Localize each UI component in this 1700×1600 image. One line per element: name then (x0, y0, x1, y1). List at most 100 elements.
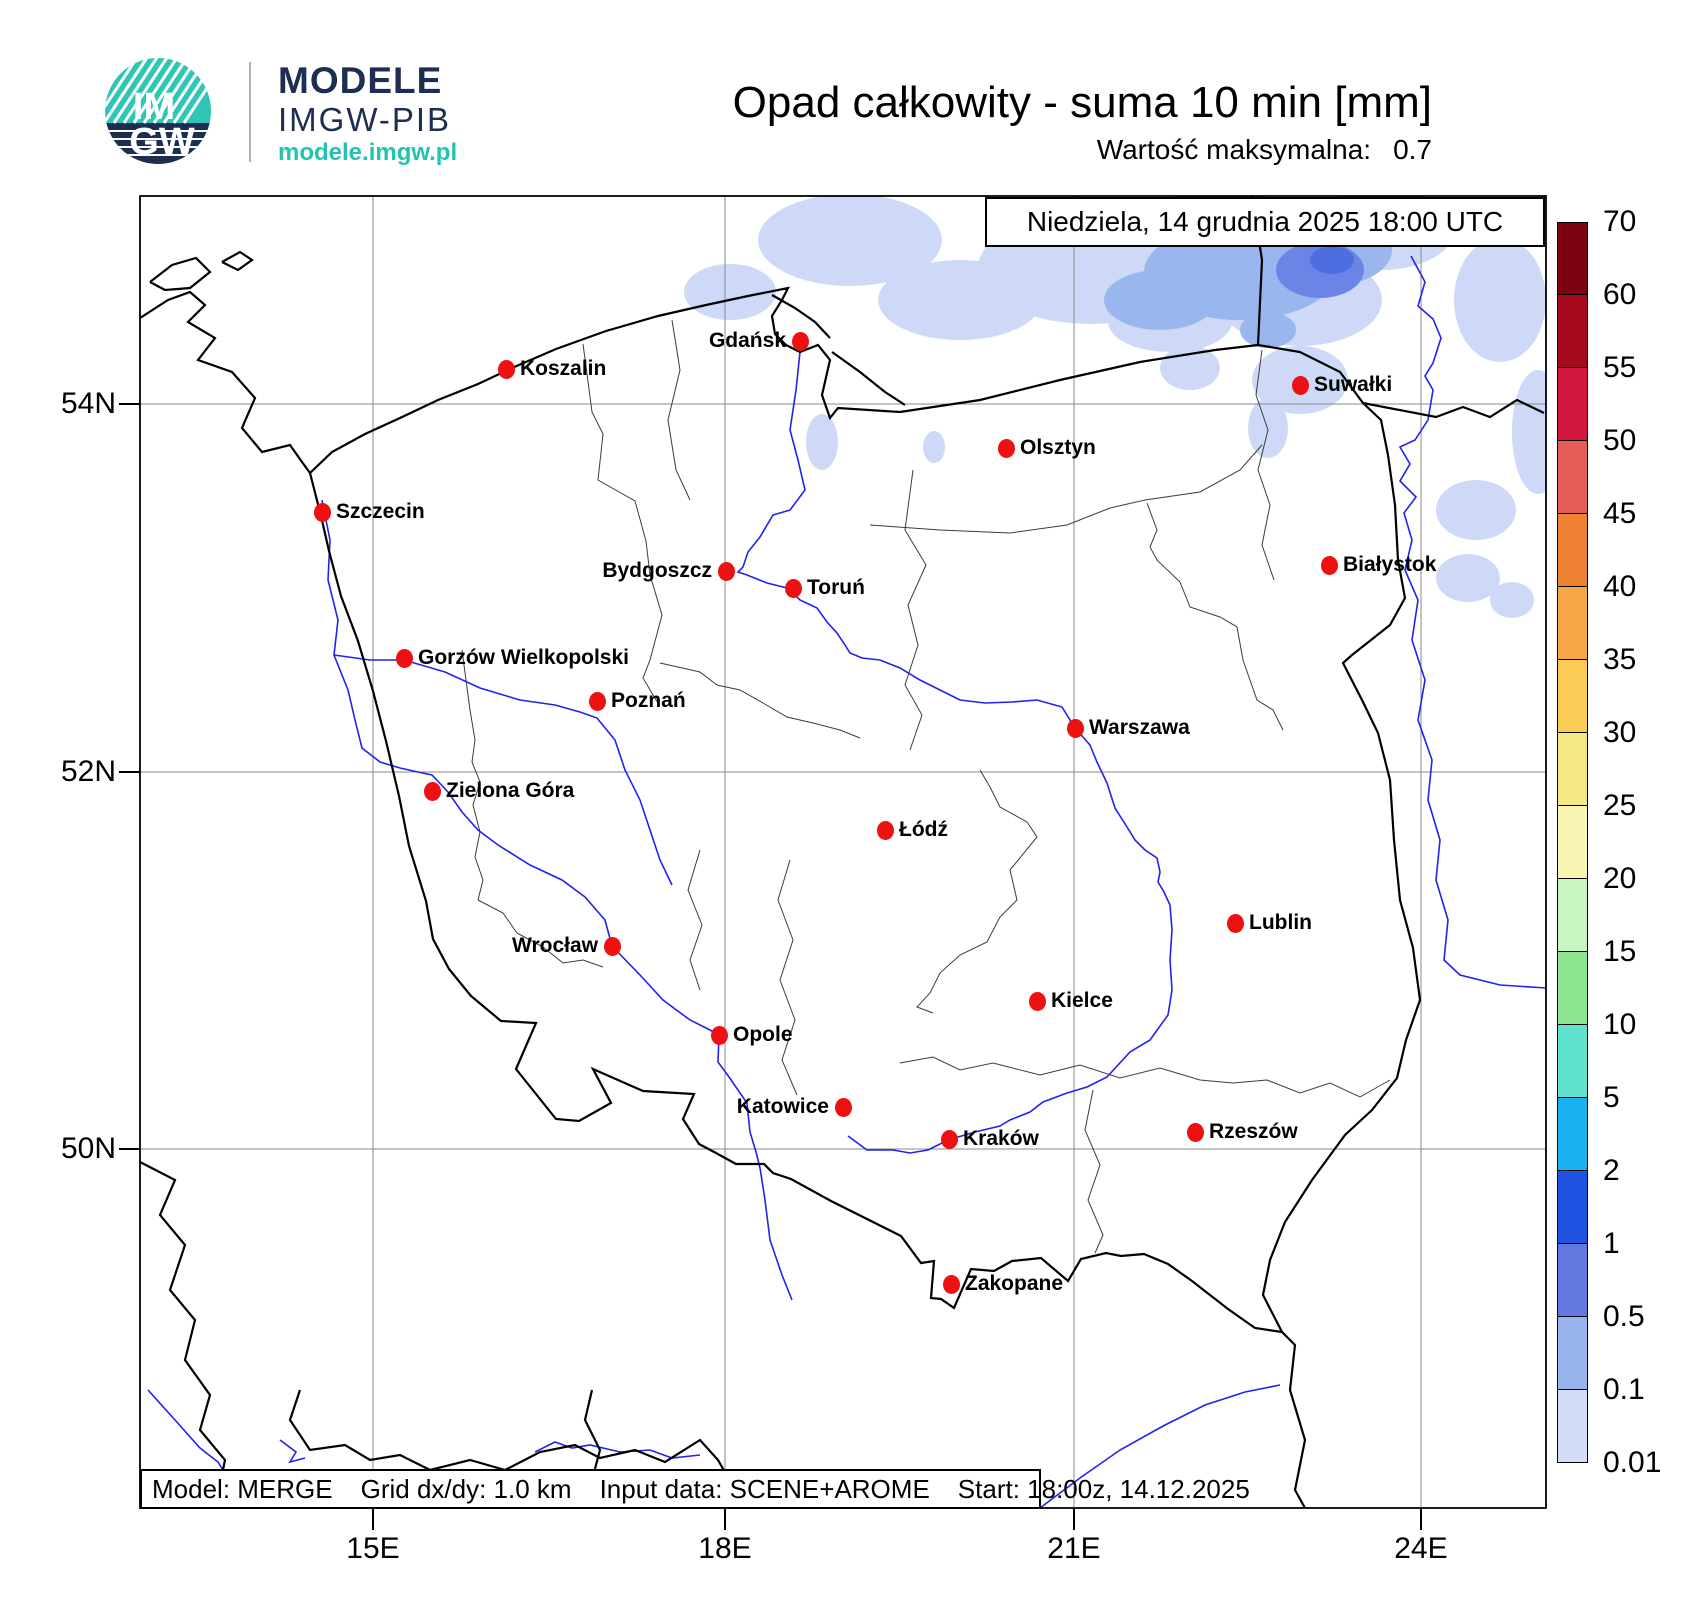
lon-tick-label: 15E (346, 1532, 400, 1565)
city-label: Olsztyn (1020, 436, 1096, 459)
colorbar-tick-label: 50 (1603, 424, 1637, 457)
lon-tick-label: 18E (698, 1532, 752, 1565)
city-label: Gorzów Wielkopolski (418, 646, 630, 669)
city-label: Suwałki (1314, 373, 1393, 396)
city-marker (395, 648, 413, 668)
colorbar-segment (1557, 295, 1588, 368)
colorbar-tick-label: 20 (1603, 862, 1637, 895)
max-value-line: Wartość maksymalna: 0.7 (732, 134, 1432, 166)
model-info-item: Input data: SCENE+AROME (599, 1473, 930, 1504)
city-label: Warszawa (1089, 716, 1190, 739)
colorbar-tick-label: 0.1 (1603, 1373, 1645, 1406)
city-marker (784, 578, 802, 598)
colorbar-segment (1557, 222, 1588, 295)
city-marker (1066, 718, 1084, 738)
city-marker (1028, 991, 1046, 1011)
colorbar-segment (1557, 1390, 1588, 1463)
colorbar-tick-label: 45 (1603, 497, 1637, 530)
colorbar-segment (1557, 1244, 1588, 1317)
lat-tick-mark (119, 771, 140, 773)
model-info-item: Grid dx/dy: 1.0 km (360, 1473, 572, 1504)
colorbar-segment (1557, 806, 1588, 879)
city-marker (710, 1025, 728, 1045)
city-label: Gdańsk (708, 329, 786, 352)
city-label: Łódź (899, 818, 948, 841)
city-marker (791, 331, 809, 351)
imgw-logo: IM GW (105, 58, 211, 164)
colorbar-tick-label: 0.01 (1603, 1446, 1662, 1479)
colorbar-tick-label: 25 (1603, 789, 1637, 822)
city-marker (942, 1274, 960, 1294)
city-label: Rzeszów (1209, 1120, 1298, 1143)
colorbar-tick-label: 5 (1603, 1081, 1620, 1114)
city-marker (588, 691, 606, 711)
city-label: Kraków (963, 1127, 1039, 1150)
city-marker (940, 1129, 958, 1149)
lon-tick-mark (1073, 1508, 1075, 1530)
model-info-item: Model: MERGE (152, 1473, 333, 1504)
city-marker (1320, 555, 1338, 575)
city-label: Lublin (1249, 911, 1312, 934)
colorbar-segment (1557, 587, 1588, 660)
colorbar-segment (1557, 441, 1588, 514)
colorbar-tick-label: 60 (1603, 278, 1637, 311)
lat-tick-mark (119, 403, 140, 405)
city-marker (1186, 1122, 1204, 1142)
brand-institute: IMGW-PIB (278, 101, 452, 138)
lat-tick-mark (119, 1148, 140, 1150)
colorbar-segment (1557, 879, 1588, 952)
model-info-bar: Model: MERGE Grid dx/dy: 1.0 km Input data… (140, 1469, 1250, 1509)
city-marker (1291, 375, 1309, 395)
colorbar-tick-label: 35 (1603, 643, 1637, 676)
colorbar-segment (1557, 1025, 1588, 1098)
city-marker (834, 1097, 852, 1117)
brand-divider (249, 62, 251, 162)
colorbar-segment (1557, 660, 1588, 733)
city-marker (1226, 913, 1244, 933)
model-info-item: Start: 18:00z, 14.12.2025 (957, 1473, 1250, 1504)
precipitation-heavy (1276, 242, 1364, 298)
max-value-label: Wartość maksymalna: (1096, 134, 1372, 165)
colorbar-segment (1557, 368, 1588, 441)
brand-url-link[interactable]: modele.imgw.pl (278, 139, 458, 166)
colorbar-tick-label: 1 (1603, 1227, 1620, 1260)
colorbar-tick-label: 30 (1603, 716, 1637, 749)
colorbar-segment (1557, 514, 1588, 587)
city-marker (876, 820, 894, 840)
lon-tick-label: 24E (1394, 1532, 1448, 1565)
colorbar-tick-label: 10 (1603, 1008, 1637, 1041)
colorbar-segment (1557, 952, 1588, 1025)
city-label: Poznań (611, 689, 686, 712)
lon-tick-mark (724, 1508, 726, 1530)
lat-tick-label: 50N (60, 1132, 116, 1165)
colorbar-tick-label: 15 (1603, 935, 1637, 968)
lon-tick-mark (372, 1508, 374, 1530)
logo-gw-text: GW (129, 121, 195, 163)
city-marker (423, 781, 441, 801)
brand-name: MODELE (278, 60, 443, 101)
city-label: Opole (733, 1023, 793, 1046)
colorbar-tick-label: 2 (1603, 1154, 1620, 1187)
lat-tick-label: 52N (60, 755, 116, 788)
colorbar-tick-label: 40 (1603, 570, 1637, 603)
colorbar-tick-label: 55 (1603, 351, 1637, 384)
colorbar-tick-label: 0.5 (1603, 1300, 1645, 1333)
city-label: Zakopane (965, 1272, 1064, 1295)
city-marker (997, 438, 1015, 458)
colorbar-segment (1557, 1098, 1588, 1171)
city-label: Bydgoszcz (602, 559, 712, 582)
page-title: Opad całkowity - suma 10 min [mm] (732, 78, 1432, 127)
city-label: Toruń (807, 576, 865, 599)
city-marker (717, 561, 735, 581)
city-label: Katowice (736, 1095, 829, 1118)
city-label: Szczecin (336, 500, 425, 523)
colorbar-tick-label: 70 (1603, 205, 1637, 238)
city-marker (603, 936, 621, 956)
max-value: 0.7 (1393, 134, 1432, 165)
city-marker (313, 502, 331, 522)
logo-im-text: IM (133, 86, 175, 128)
graticule (140, 196, 1546, 1508)
city-label: Wrocław (512, 934, 598, 957)
lon-tick-label: 21E (1047, 1532, 1101, 1565)
